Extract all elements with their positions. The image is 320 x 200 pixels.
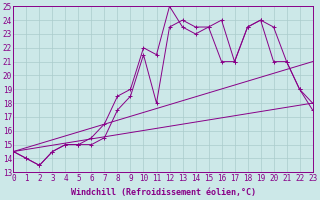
X-axis label: Windchill (Refroidissement éolien,°C): Windchill (Refroidissement éolien,°C) [70, 188, 255, 197]
